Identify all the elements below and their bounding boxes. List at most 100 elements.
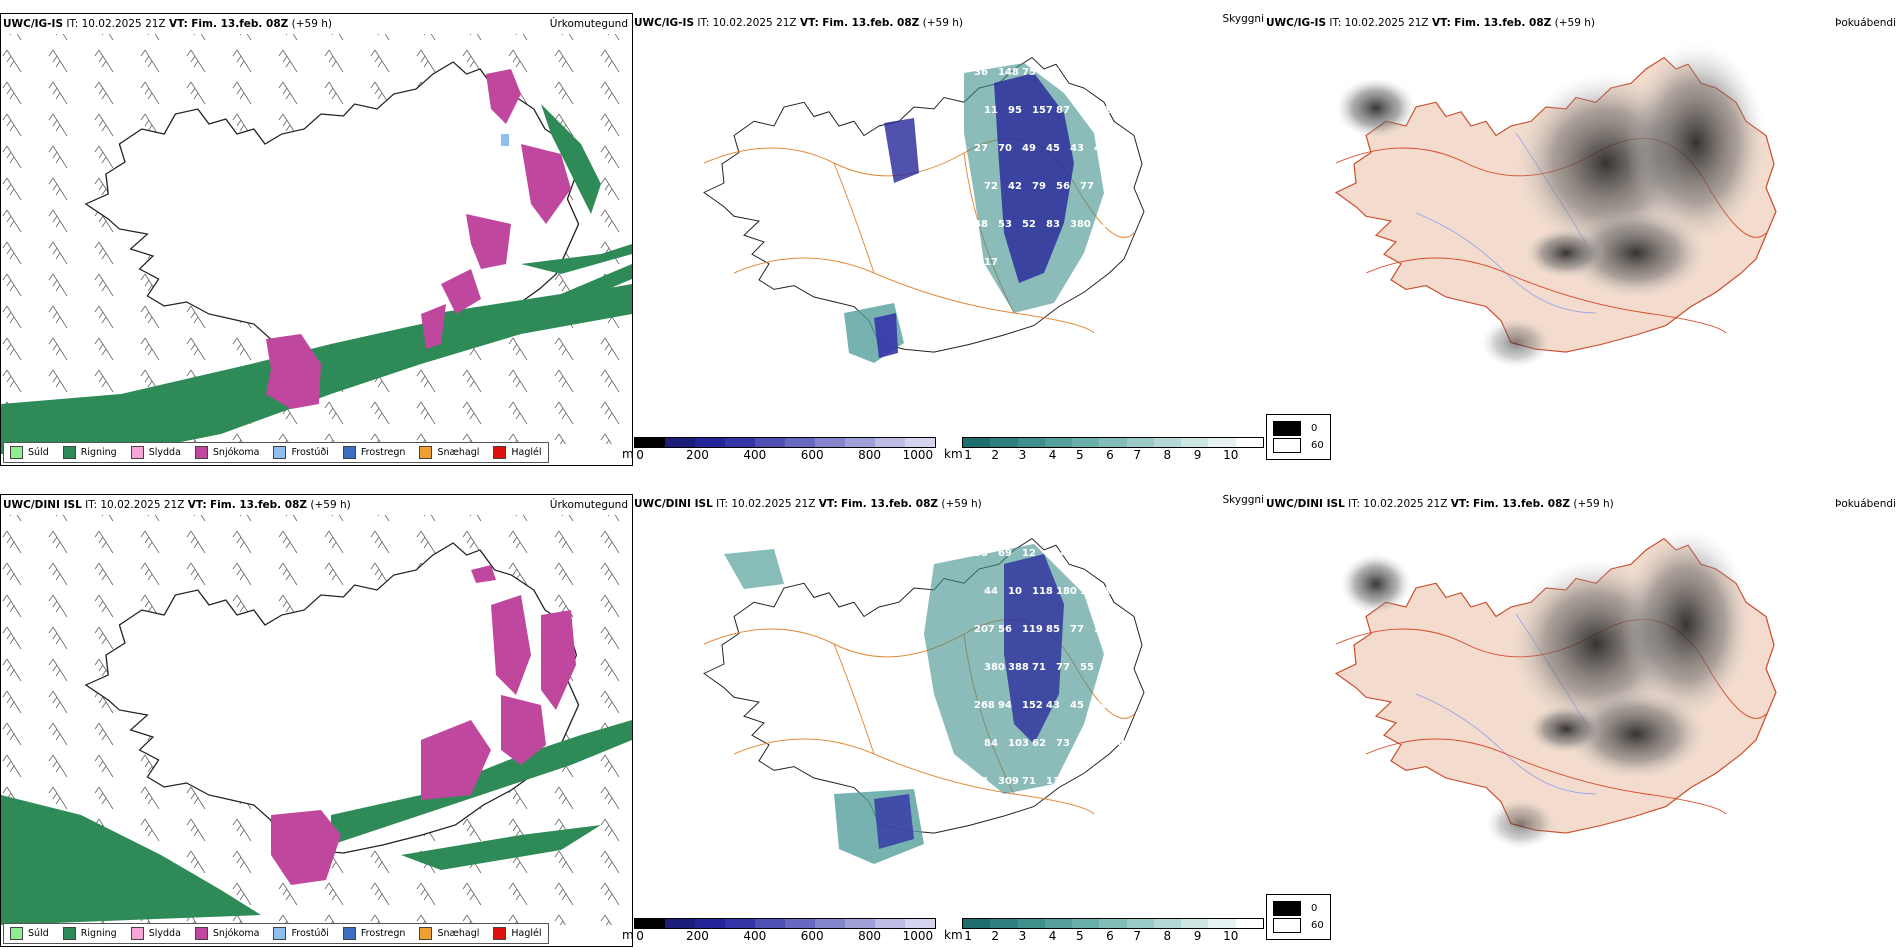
tick-label: 10 [1223, 929, 1239, 943]
fog-areas [1336, 43, 1766, 368]
visibility-value-label: 118 [1032, 586, 1053, 597]
visibility-value-label: 44 [984, 586, 998, 597]
visibility-value-label: 388 [1008, 662, 1029, 673]
visibility-colorbar: km 1 2 3 4 5 6 7 8 9 10 [944, 437, 1264, 462]
visibility-colorbar-bar [962, 437, 1264, 448]
fog-map [1335, 43, 1777, 368]
visibility-value-label: 84 [984, 738, 998, 749]
visibility-value-label: 45 [1046, 143, 1060, 154]
tick-label: 8 [1163, 448, 1172, 462]
visibility-value-label: 268 [974, 700, 995, 711]
visibility-value-label: 71 [1032, 662, 1046, 673]
tick-label: 10 [1223, 448, 1239, 462]
fog-panel-row1: UWC/IG-IS IT: 10.02.2025 21Z VT: Fim. 13… [1266, 13, 1900, 453]
visibility-value-label: 180 [1056, 586, 1077, 597]
precip-map [1, 515, 632, 925]
legend-item: Frostúði [273, 446, 329, 459]
legend-item: Rigning [62, 927, 117, 940]
visibility-value-label: 94 [998, 700, 1012, 711]
visibility-value-label: 103 [1008, 738, 1029, 749]
visibility-value-label: 27 [974, 143, 988, 154]
visibility-value-label: 144 [1046, 548, 1067, 559]
visibility-value-label: 56 [998, 624, 1012, 635]
legend-item: Haglél [493, 927, 542, 940]
tick-label: 1000 [902, 448, 934, 462]
visibility-value-label: 182 [1080, 586, 1101, 597]
visibility-labels: 36 148 75 45 44 93 11 95 157 87 15 119 27 70 49 45 43 43 7… [974, 67, 1125, 268]
cloud-areas [844, 63, 1104, 363]
visibility-colorbar: km 1 2 3 4 5 6 7 8 9 10 [944, 918, 1264, 943]
panel-header: UWC/DINI ISL IT: 10.02.2025 21Z VT: Fim.… [3, 499, 351, 511]
visibility-value-label: 10 [1008, 586, 1022, 597]
visibility-value-label: 45 [1046, 67, 1060, 78]
visibility-value-label: 69 [1104, 662, 1118, 673]
tick-label: 7 [1133, 448, 1141, 462]
ceiling-colorbar-bar [634, 437, 936, 448]
panel-title: Þokuábendi [1835, 17, 1896, 29]
tick-label: 2 [991, 448, 1000, 462]
visibility-value-label: 73 [1056, 738, 1070, 749]
legend-item: Snæhagl [419, 927, 479, 940]
panel-header: UWC/DINI ISL IT: 10.02.2025 21Z VT: Fim.… [634, 498, 982, 510]
tick-label: 8 [1163, 929, 1172, 943]
visibility-value-label: 12 [1022, 548, 1036, 559]
snow-area [271, 565, 576, 885]
tick-label: 200 [685, 929, 709, 943]
cloud-areas [724, 544, 1104, 864]
visibility-value-label: 72 [984, 181, 998, 192]
legend-item: Frostregn [342, 446, 405, 459]
visibility-map: 36 148 75 45 44 93 11 95 157 87 15 119 27 70 49 45 43 43 7… [703, 57, 1145, 363]
visibility-value-label: 53 [1094, 548, 1108, 559]
ceiling-unit: m [622, 447, 634, 461]
panel-title: Þokuábendi [1835, 498, 1896, 510]
visibility-value-label: 45 [1070, 700, 1084, 711]
fog-panel-row2: UWC/DINI ISL IT: 10.02.2025 21Z VT: Fim.… [1266, 494, 1900, 894]
visibility-map: 53 69 12 144 92 53 44 10 118 180 182 122 207 56 119 85 7… [703, 538, 1145, 864]
visibility-value-label: 83 [1046, 219, 1060, 230]
legend-item: Snæhagl [419, 446, 479, 459]
tick-label: 0 [636, 448, 644, 462]
visibility-value-label: 48 [974, 219, 988, 230]
tick-label: 0 [636, 929, 644, 943]
visibility-value-label: 53 [998, 219, 1012, 230]
legend-item: Haglél [493, 446, 542, 459]
visibility-value-label: 87 [1056, 105, 1070, 116]
tick-label: 600 [800, 929, 824, 943]
visibility-value-label: 44 [1070, 67, 1084, 78]
visibility-value-label: 148 [1104, 738, 1125, 749]
tick-label: 1000 [902, 929, 934, 943]
visibility-value-label: 43 [1070, 143, 1084, 154]
visibility-value-label: 309 [998, 776, 1019, 787]
precip-legend: Súld Rigning Slydda Snjókoma Frostúði Fr… [3, 923, 549, 944]
visibility-unit: km [944, 928, 963, 942]
visibility-value-label: 380 [1070, 219, 1091, 230]
visibility-value-label: 152 [1022, 700, 1043, 711]
visibility-value-label: 130 [1046, 776, 1067, 787]
visibility-value-label: 77 [1070, 624, 1084, 635]
tick-label: 5 [1075, 448, 1084, 462]
tick-label: 1 [964, 929, 972, 943]
visibility-value-label: 77 [1080, 181, 1094, 192]
visibility-value-label: 17 [984, 257, 998, 268]
visibility-value-label: 43 [1094, 143, 1108, 154]
tick-label: 1 [964, 448, 972, 462]
visibility-value-label: 157 [1032, 105, 1053, 116]
tick-label: 400 [743, 448, 767, 462]
visibility-colorbar-bar [962, 918, 1264, 929]
visibility-value-label: 55 [1080, 662, 1094, 673]
legend-item: Snjókoma [194, 446, 259, 459]
visibility-value-label: 71 [1022, 776, 1036, 787]
legend-item: Slydda [130, 927, 181, 940]
visibility-panel-row1: UWC/IG-IS IT: 10.02.2025 21Z VT: Fim. 13… [622, 13, 1264, 466]
tick-label: 6 [1106, 929, 1114, 943]
visibility-value-label: 185 [1080, 738, 1101, 749]
tick-label: 3 [1018, 929, 1027, 943]
visibility-value-label: 69 [998, 548, 1012, 559]
visibility-value-label: 11 [984, 105, 998, 116]
visibility-value-label: 92 [1070, 548, 1084, 559]
tick-label: 4 [1048, 929, 1057, 943]
tick-label: 9 [1193, 448, 1202, 462]
tick-label: 6 [1106, 448, 1114, 462]
panel-title: Skyggni [1222, 494, 1265, 506]
rain-area [1, 720, 632, 925]
